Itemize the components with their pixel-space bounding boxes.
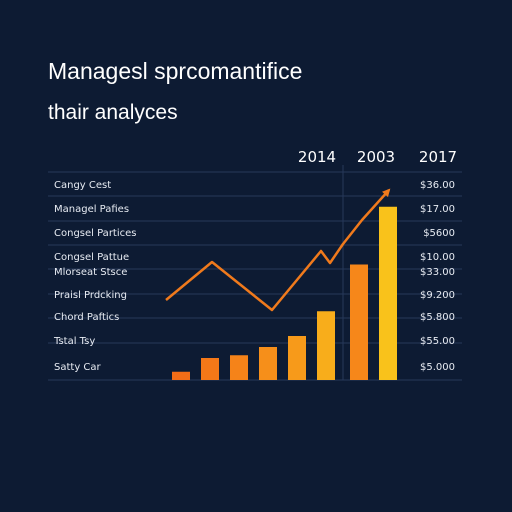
row-value: $5.000 (420, 362, 455, 373)
row-value: $9.200 (420, 290, 455, 301)
row-value: $10.00 (420, 252, 455, 263)
row-label: Praisl Prdcking (54, 290, 127, 301)
chart-subtitle: thair analyces (48, 101, 178, 124)
row-value: $17.00 (420, 204, 455, 215)
year-labels: 2014 2003 2017 (298, 148, 457, 166)
row-value: $5.800 (420, 312, 455, 323)
bar (172, 371, 190, 380)
bar (288, 336, 306, 380)
row-value: $55.00 (420, 336, 455, 347)
bar (379, 206, 397, 380)
row-value: $33.00 (420, 267, 455, 278)
row-value: $5600 (423, 228, 455, 239)
row-label: Cangy Cest (54, 180, 111, 191)
row-label: Mlorseat Stsce (54, 267, 127, 278)
row-label: Chord Paftics (54, 312, 119, 323)
line-series (165, 188, 391, 312)
bar (259, 347, 277, 380)
row-label: Managel Pafies (54, 204, 129, 215)
trend-line (165, 188, 391, 312)
row-label: Congsel Partices (54, 228, 137, 239)
year-label: 2003 (357, 148, 395, 166)
row-value: $36.00 (420, 180, 455, 191)
bar (230, 355, 248, 380)
bar (350, 264, 368, 380)
row-label: Satty Car (54, 362, 102, 373)
bar-series (172, 206, 397, 380)
chart-title: Managesl sprcomantifice (48, 58, 303, 84)
bar (317, 311, 335, 380)
bar (201, 358, 219, 380)
year-label: 2014 (298, 148, 336, 166)
year-label: 2017 (419, 148, 457, 166)
row-label: Congsel Pattue (54, 252, 129, 263)
row-labels: Cangy Cest $36.00 Managel Pafies $17.00 Cong… (53, 180, 455, 373)
row-label: Tstal Tsy (53, 336, 95, 347)
